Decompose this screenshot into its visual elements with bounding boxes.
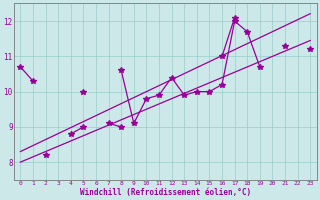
X-axis label: Windchill (Refroidissement éolien,°C): Windchill (Refroidissement éolien,°C)	[80, 188, 251, 197]
